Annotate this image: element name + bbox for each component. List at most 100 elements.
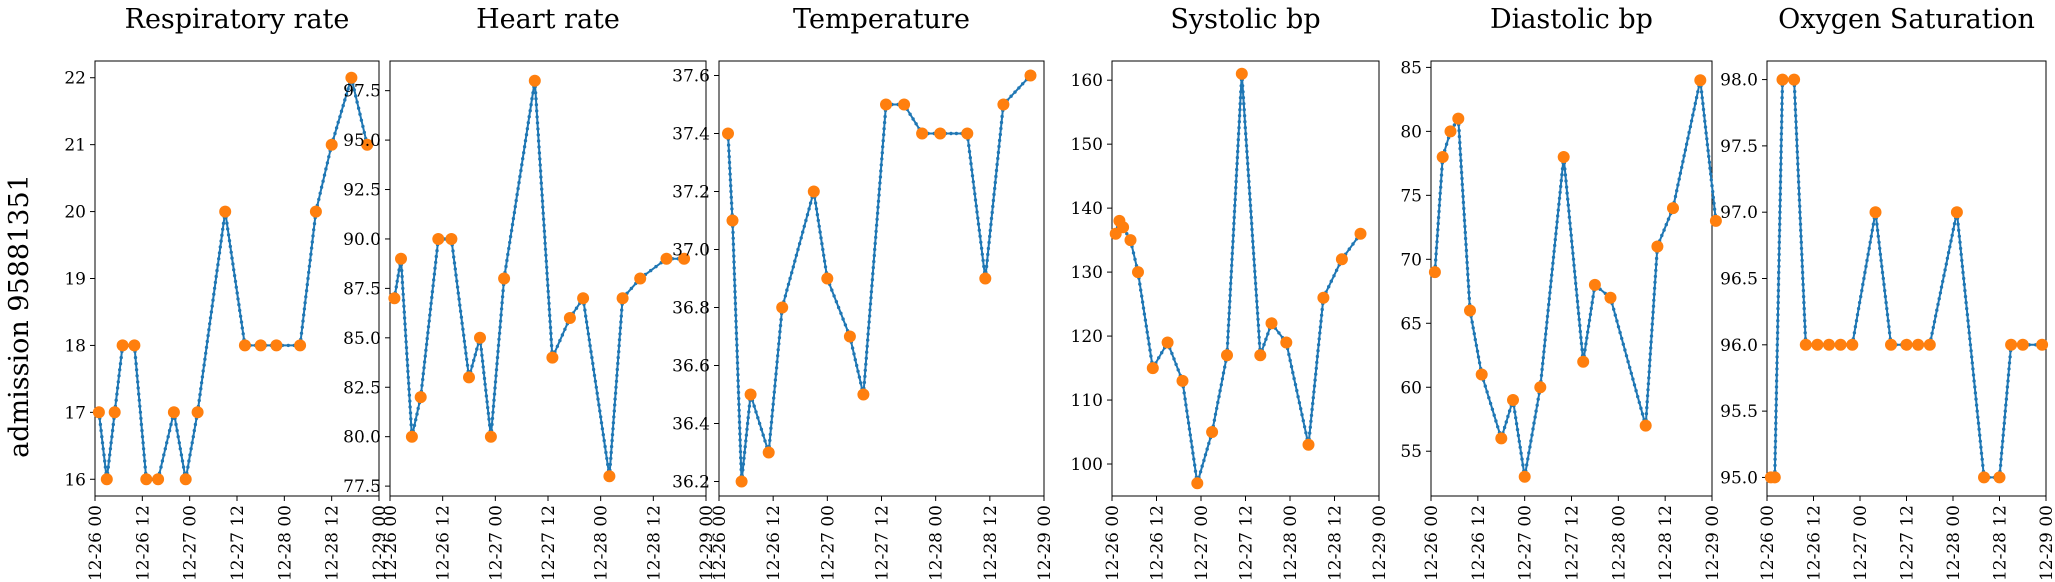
interp-dot bbox=[968, 156, 972, 160]
interp-dot bbox=[480, 359, 485, 363]
interp-dot bbox=[404, 346, 409, 350]
interp-dot bbox=[1506, 414, 1510, 419]
interp-dot bbox=[853, 358, 857, 362]
data-point bbox=[1518, 470, 1531, 483]
interp-dot bbox=[517, 180, 521, 185]
interp-dot bbox=[609, 444, 614, 449]
interp-dot bbox=[1548, 285, 1553, 289]
interp-dot bbox=[1463, 230, 1468, 235]
interp-dot bbox=[434, 260, 438, 265]
interp-dot bbox=[1319, 319, 1323, 323]
interp-dot bbox=[1457, 134, 1462, 139]
interp-dot bbox=[482, 371, 486, 375]
interp-dot bbox=[980, 252, 984, 256]
interp-dot bbox=[738, 444, 742, 448]
data-point bbox=[1577, 355, 1590, 368]
x-tick-label: 12-27 12 bbox=[873, 505, 893, 581]
interp-dot bbox=[1793, 108, 1798, 112]
data-point bbox=[1846, 338, 1859, 351]
interp-dot bbox=[1779, 144, 1783, 148]
interp-dot bbox=[1576, 311, 1581, 316]
interp-dot bbox=[487, 417, 491, 421]
interp-dot bbox=[1644, 412, 1649, 416]
interp-dot bbox=[491, 404, 496, 408]
interp-dot bbox=[1253, 281, 1258, 286]
interp-dot bbox=[1797, 186, 1801, 190]
interp-dot bbox=[226, 227, 230, 231]
chart-title: Heart rate bbox=[476, 4, 620, 35]
interp-dot bbox=[979, 246, 984, 250]
interp-dot bbox=[456, 291, 460, 295]
interp-dot bbox=[821, 247, 825, 252]
data-point bbox=[270, 339, 283, 352]
interp-dot bbox=[1797, 198, 1802, 202]
interp-dot bbox=[199, 381, 204, 385]
interp-dot bbox=[1551, 261, 1555, 265]
interp-dot bbox=[1774, 427, 1778, 431]
interp-dot bbox=[1439, 179, 1443, 183]
interp-dot bbox=[549, 337, 553, 342]
interp-dot bbox=[1532, 421, 1536, 425]
interp-dot bbox=[462, 333, 466, 337]
interp-dot bbox=[813, 201, 818, 205]
interp-dot bbox=[822, 253, 826, 257]
interp-dot bbox=[741, 462, 746, 466]
interp-dot bbox=[166, 435, 170, 439]
interp-dot bbox=[99, 428, 103, 433]
interp-dot bbox=[1565, 191, 1569, 195]
y-tick-label: 100 bbox=[1071, 455, 1103, 475]
interp-dot bbox=[613, 403, 617, 407]
interp-dot bbox=[424, 342, 429, 347]
interp-dot bbox=[973, 198, 978, 202]
interp-dot bbox=[738, 438, 742, 442]
x-tick-label: 12-28 00 bbox=[1609, 505, 1629, 581]
interp-dot bbox=[463, 345, 467, 349]
data-point bbox=[1221, 349, 1233, 362]
interp-dot bbox=[793, 259, 797, 263]
data-point bbox=[167, 406, 180, 419]
interp-dot bbox=[882, 133, 886, 137]
interp-dot bbox=[1707, 160, 1712, 164]
data-point bbox=[546, 351, 559, 364]
interp-dot bbox=[1299, 407, 1303, 411]
interp-dot bbox=[191, 435, 195, 439]
interp-dot bbox=[1250, 227, 1254, 232]
interp-dot bbox=[1243, 126, 1248, 130]
interp-dot bbox=[544, 253, 548, 257]
interp-dot bbox=[511, 216, 516, 221]
interp-dot bbox=[543, 241, 547, 245]
interp-dot bbox=[1145, 330, 1149, 334]
interp-dot bbox=[1880, 270, 1885, 275]
interp-dot bbox=[1958, 246, 1963, 251]
x-tick-label: 12-29 00 bbox=[1035, 505, 1055, 581]
interp-dot bbox=[103, 465, 108, 469]
chart-panel: Oxygen Saturation95.095.596.096.597.097.… bbox=[1720, 4, 2055, 581]
interp-dot bbox=[727, 160, 732, 165]
data-point bbox=[1923, 338, 1936, 351]
interp-dot bbox=[734, 325, 738, 329]
interp-dot bbox=[321, 179, 325, 183]
interp-dot bbox=[199, 387, 203, 391]
interp-dot bbox=[215, 268, 219, 273]
data-point bbox=[1912, 338, 1925, 351]
interp-dot bbox=[1939, 285, 1944, 289]
interp-dot bbox=[1884, 300, 1888, 305]
interp-dot bbox=[203, 357, 207, 361]
interp-dot bbox=[733, 295, 737, 300]
interp-dot bbox=[1976, 415, 1980, 419]
interp-dot bbox=[736, 390, 741, 395]
interp-dot bbox=[1459, 158, 1463, 163]
interp-dot bbox=[875, 211, 880, 215]
data-point bbox=[577, 292, 590, 305]
interp-dot bbox=[1706, 148, 1710, 153]
interp-dot bbox=[1230, 257, 1234, 262]
interp-dot bbox=[1568, 221, 1572, 225]
interp-dot bbox=[1705, 137, 1709, 141]
interp-dot bbox=[1585, 336, 1589, 340]
interp-dot bbox=[872, 259, 876, 264]
interp-dot bbox=[1188, 433, 1193, 437]
interp-dot bbox=[541, 205, 545, 209]
interp-dot bbox=[1636, 394, 1640, 399]
data-point bbox=[1495, 432, 1508, 445]
interp-dot bbox=[312, 222, 317, 226]
